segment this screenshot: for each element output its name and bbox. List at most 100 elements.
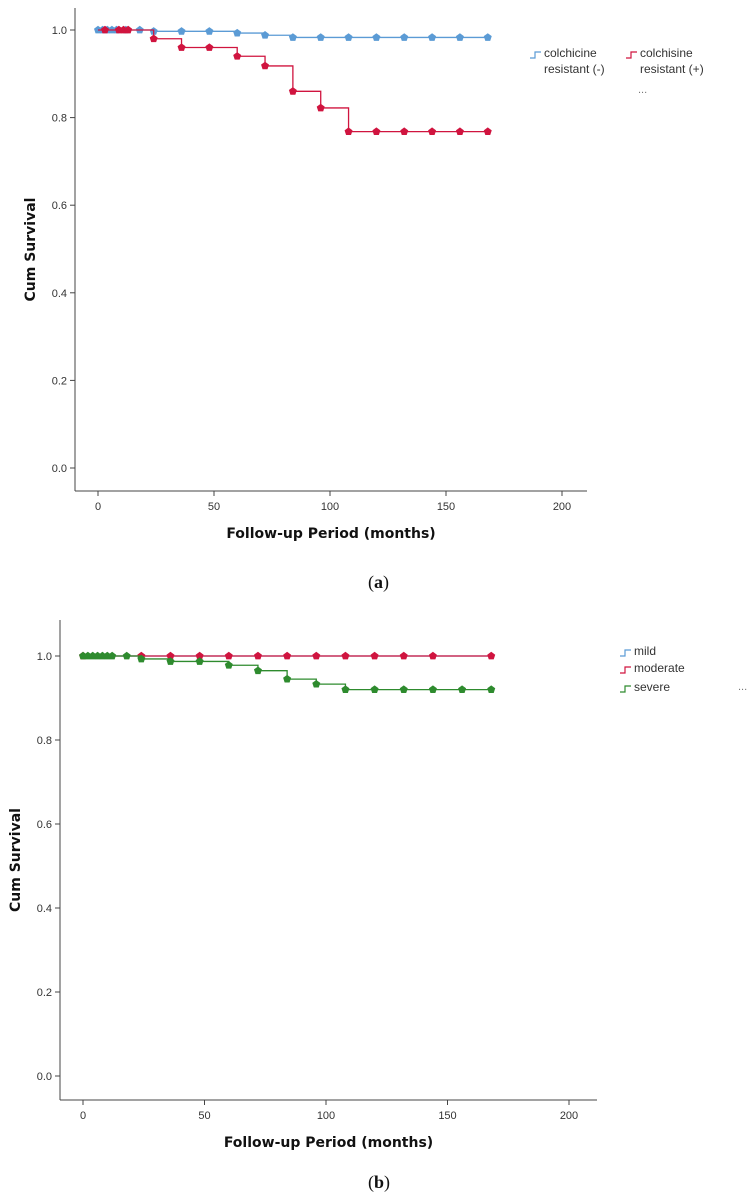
censor-marker: [487, 685, 496, 693]
censor-marker: [344, 127, 353, 136]
x-axis-title: Follow-up Period (months): [226, 526, 435, 542]
km-plot-b: 0.0 0.2 0.4 0.6 0.8 1.0 0 50 100 150 200 Follow-up …: [8, 620, 747, 1151]
y-tick-label: 0.2: [37, 987, 52, 999]
panel-label-b: (b): [368, 1172, 391, 1192]
censor-marker: [428, 685, 437, 693]
censor-marker: [166, 651, 175, 660]
y-tick-label: 0.6: [52, 200, 67, 212]
censor-marker: [487, 651, 496, 660]
legend-more-indicator: ...: [638, 84, 647, 96]
censor-marker: [370, 651, 379, 660]
censor-marker: [400, 33, 409, 41]
censor-marker: [455, 33, 464, 41]
legend-label: severe: [634, 680, 670, 694]
censor-marker: [341, 685, 350, 693]
censor-marker: [400, 127, 409, 136]
censor-marker: [195, 657, 204, 665]
censor-marker: [288, 87, 297, 95]
censor-marker: [108, 651, 117, 660]
series-line-1: [98, 29, 488, 133]
y-axis-title: Cum Survival: [8, 808, 24, 912]
censor-marker: [428, 127, 437, 136]
censor-marker: [344, 33, 353, 41]
censor-marker: [166, 657, 175, 665]
legend-label: resistant (+): [640, 62, 704, 76]
legend-swatch: [530, 51, 541, 59]
x-tick-label: 200: [560, 1110, 578, 1122]
legend-swatch: [620, 666, 631, 674]
censor-marker: [205, 27, 214, 35]
censor-marker: [261, 61, 270, 70]
x-tick-label: 100: [321, 501, 339, 513]
censor-marker: [288, 33, 297, 41]
km-plot-a: 0.0 0.2 0.4 0.6 0.8 1.0 0 50 100 150 200 Follow-up …: [23, 8, 704, 542]
legend-label: colchicine: [544, 46, 597, 60]
x-tick-label: 50: [198, 1110, 210, 1122]
censor-marker: [455, 127, 464, 136]
censor-marker: [283, 651, 292, 660]
censor-marker: [483, 33, 492, 41]
legend-label: colchisine: [640, 46, 693, 60]
censor-marker: [399, 651, 408, 660]
censor-marker: [341, 651, 350, 660]
censor-marker: [428, 651, 437, 660]
x-tick-label: 50: [208, 501, 220, 513]
x-tick-label: 0: [80, 1110, 86, 1122]
censor-marker: [177, 27, 186, 35]
legend-swatch: [620, 685, 631, 693]
y-tick-label: 1.0: [37, 651, 52, 663]
censor-marker: [316, 33, 325, 41]
censor-marker: [312, 679, 321, 688]
x-tick-label: 0: [95, 501, 101, 513]
censor-marker: [312, 651, 321, 660]
censor-marker: [224, 651, 233, 660]
x-tick-label: 100: [317, 1110, 335, 1122]
legend-swatch: [620, 649, 631, 657]
censor-marker: [283, 674, 292, 683]
censor-marker: [428, 33, 437, 41]
censor-marker: [372, 33, 381, 41]
censor-marker: [122, 651, 131, 660]
y-tick-label: 0.4: [37, 903, 52, 915]
y-axis-title: Cum Survival: [23, 198, 39, 302]
legend-more-indicator: ...: [738, 681, 747, 693]
censor-marker: [205, 43, 214, 51]
y-tick-label: 1.0: [52, 25, 67, 37]
censor-marker: [233, 52, 242, 60]
censor-marker: [195, 651, 204, 660]
legend-swatch: [626, 51, 637, 59]
y-tick-label: 0.0: [52, 463, 67, 475]
legend-label: resistant (-): [544, 62, 605, 76]
censor-marker: [253, 651, 262, 660]
x-tick-label: 200: [553, 501, 571, 513]
censor-marker: [370, 685, 379, 693]
censor-marker: [124, 25, 133, 34]
x-tick-label: 150: [438, 1110, 456, 1122]
y-tick-label: 0.8: [52, 113, 67, 125]
censor-marker: [261, 31, 270, 39]
censor-marker: [149, 34, 158, 43]
censor-marker: [233, 28, 242, 37]
censor-marker: [253, 666, 262, 675]
censor-marker: [224, 661, 233, 669]
y-tick-label: 0.4: [52, 288, 67, 300]
km-chart-a: 0.0 0.2 0.4 0.6 0.8 1.0 0 50 100 150 200 Follow-up …: [0, 0, 756, 600]
legend-label: moderate: [634, 661, 685, 675]
y-tick-label: 0.8: [37, 735, 52, 747]
legend-label: mild: [634, 644, 656, 658]
series-line-2: [83, 655, 492, 691]
y-tick-label: 0.0: [37, 1071, 52, 1083]
x-axis-title: Follow-up Period (months): [224, 1135, 433, 1151]
censor-marker: [483, 127, 492, 136]
censor-marker: [316, 103, 325, 112]
x-tick-label: 150: [437, 501, 455, 513]
censor-marker: [372, 127, 381, 136]
censor-marker: [458, 685, 467, 693]
censor-marker: [137, 654, 146, 663]
panel-label-a: (a): [368, 572, 389, 592]
km-chart-b: 0.0 0.2 0.4 0.6 0.8 1.0 0 50 100 150 200 Follow-up …: [0, 600, 756, 1203]
censor-marker: [100, 25, 109, 34]
censor-marker: [177, 43, 186, 51]
censor-marker: [399, 685, 408, 693]
y-tick-label: 0.2: [52, 375, 67, 387]
